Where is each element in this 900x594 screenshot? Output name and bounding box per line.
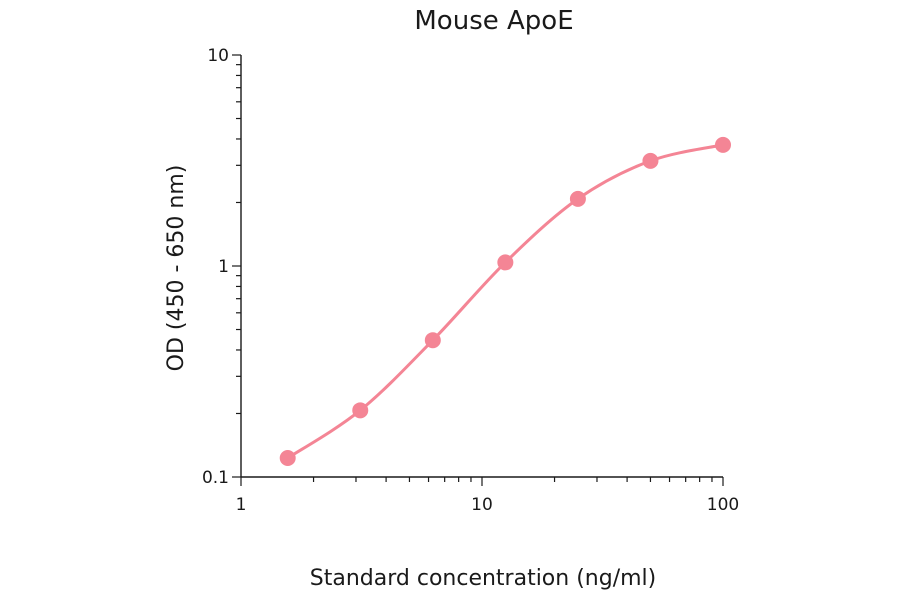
x-tick-label: 1: [236, 495, 247, 515]
chart-title: Mouse ApoE: [414, 6, 573, 36]
tick-labels-group: 1 10 100 0.1 1 10: [202, 46, 739, 515]
data-point: [279, 450, 296, 467]
y-tick-label: 1: [218, 257, 229, 277]
x-axis-label: Standard concentration (ng/ml): [310, 566, 656, 591]
data-point: [642, 152, 659, 169]
x-tick-label: 10: [471, 495, 493, 515]
data-point: [352, 402, 369, 419]
data-point: [569, 190, 586, 207]
y-axis-label: OD (450 - 650 nm): [164, 165, 189, 372]
y-tick-label: 10: [207, 46, 229, 66]
data-point: [424, 332, 441, 349]
data-point: [497, 254, 514, 271]
x-tick-label: 100: [707, 495, 739, 515]
series-layer: [279, 136, 731, 467]
data-point: [715, 136, 731, 153]
ticks-group: [232, 54, 724, 486]
y-tick-label: 0.1: [202, 468, 229, 488]
